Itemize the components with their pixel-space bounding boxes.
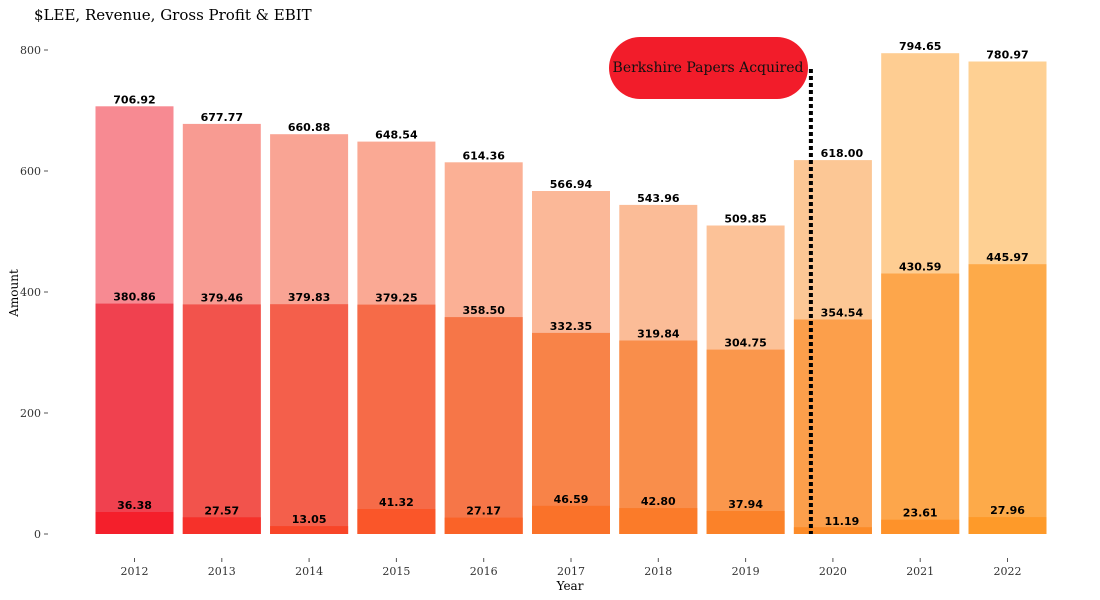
x-tick-label-2020: 2020: [819, 565, 847, 578]
data-label-gross-profit-2021: 430.59: [899, 261, 941, 274]
x-tick-label-2012: 2012: [121, 565, 149, 578]
y-tick-label-200: 200: [20, 407, 41, 420]
bar-gross-profit-2020: [793, 319, 872, 534]
data-label-ebit-2021: 23.61: [903, 507, 938, 520]
bar-ebit-2015: [357, 509, 436, 534]
bar-gross-profit-2019: [706, 349, 785, 534]
annotation-callout: [609, 37, 808, 99]
data-label-revenue-2019: 509.85: [724, 213, 766, 226]
data-label-revenue-2015: 648.54: [375, 129, 418, 142]
data-label-gross-profit-2014: 379.83: [288, 291, 330, 304]
chart-title: $LEE, Revenue, Gross Profit & EBIT: [34, 6, 312, 24]
x-axis-title: Year: [556, 579, 584, 593]
bar-gross-profit-2012: [95, 303, 174, 534]
bar-ebit-2020: [793, 527, 872, 534]
data-label-gross-profit-2019: 304.75: [724, 337, 766, 350]
x-axis: 2012 2013 2014 2015 2016 2017 2018 2019 2020 2021…: [121, 558, 1022, 578]
x-tick-label-2014: 2014: [295, 565, 323, 578]
data-label-revenue-2017: 566.94: [550, 178, 593, 191]
data-label-revenue-2016: 614.36: [462, 149, 505, 162]
data-label-gross-profit-2015: 379.25: [375, 292, 417, 305]
data-label-gross-profit-2016: 358.50: [462, 304, 505, 317]
bar-gross-profit-2018: [619, 340, 698, 534]
bar-ebit-2019: [706, 511, 785, 534]
bar-ebit-2017: [532, 505, 610, 534]
x-tick-label-2022: 2022: [994, 565, 1022, 578]
bar-gross-profit-2015: [357, 304, 436, 534]
y-tick-label-0: 0: [34, 528, 41, 541]
data-label-ebit-2015: 41.32: [379, 496, 414, 509]
bar-gross-profit-2017: [532, 332, 610, 534]
bar-ebit-2012: [95, 512, 174, 534]
data-label-ebit-2018: 42.80: [641, 495, 676, 508]
x-tick-label-2016: 2016: [470, 565, 498, 578]
bars-group: [95, 53, 1047, 535]
data-label-ebit-2013: 27.57: [204, 504, 239, 517]
y-axis: 0 200 400 600 800: [20, 44, 48, 541]
data-label-ebit-2017: 46.59: [554, 493, 589, 506]
annotation-callout-text: Berkshire Papers Acquired: [613, 60, 804, 76]
x-tick-label-2021: 2021: [906, 565, 934, 578]
x-tick-label-2015: 2015: [382, 565, 410, 578]
bar-ebit-2022: [968, 517, 1047, 534]
data-labels-group: 706.92 380.86 36.38 677.77 379.46 27.57 660.88…: [113, 40, 1028, 528]
data-label-revenue-2022: 780.97: [986, 49, 1028, 62]
bar-ebit-2013: [182, 517, 261, 534]
data-label-gross-profit-2022: 445.97: [986, 251, 1028, 264]
data-label-revenue-2012: 706.92: [113, 93, 155, 106]
x-tick-label-2019: 2019: [732, 565, 760, 578]
data-label-ebit-2019: 37.94: [728, 498, 763, 511]
x-tick-label-2013: 2013: [208, 565, 236, 578]
y-axis-title: Amount: [7, 269, 21, 318]
bar-gross-profit-2022: [968, 264, 1047, 534]
bar-ebit-2016: [444, 517, 523, 534]
data-label-ebit-2012: 36.38: [117, 499, 152, 512]
data-label-ebit-2014: 13.05: [292, 513, 327, 526]
bar-gross-profit-2013: [182, 304, 261, 534]
data-label-revenue-2013: 677.77: [201, 111, 243, 124]
data-label-gross-profit-2017: 332.35: [550, 320, 592, 333]
bar-gross-profit-2021: [881, 273, 960, 534]
bar-gross-profit-2014: [270, 304, 349, 534]
bar-ebit-2021: [881, 519, 960, 534]
data-label-gross-profit-2013: 379.46: [201, 291, 244, 304]
data-label-revenue-2021: 794.65: [899, 40, 941, 53]
bar-ebit-2018: [619, 508, 698, 534]
bar-gross-profit-2016: [444, 317, 523, 534]
x-tick-label-2017: 2017: [557, 565, 585, 578]
data-label-revenue-2014: 660.88: [288, 121, 330, 134]
bar-ebit-2014: [270, 526, 349, 534]
data-label-gross-profit-2020: 354.54: [821, 307, 864, 320]
y-tick-label-400: 400: [20, 286, 41, 299]
data-label-gross-profit-2018: 319.84: [637, 328, 680, 341]
data-label-ebit-2020: 11.19: [825, 515, 860, 528]
data-label-gross-profit-2012: 380.86: [113, 291, 156, 304]
annotation-group: Berkshire Papers Acquired: [609, 37, 813, 534]
data-label-revenue-2020: 618.00: [821, 147, 864, 160]
data-label-revenue-2018: 543.96: [637, 192, 680, 205]
x-tick-label-2018: 2018: [644, 565, 672, 578]
data-label-ebit-2022: 27.96: [990, 504, 1025, 517]
data-label-ebit-2016: 27.17: [466, 505, 501, 518]
y-tick-label-600: 600: [20, 165, 41, 178]
y-tick-label-800: 800: [20, 44, 41, 57]
